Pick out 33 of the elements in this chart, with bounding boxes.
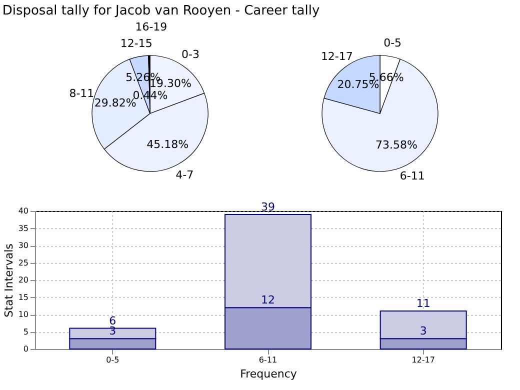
- data-label: 12: [261, 294, 275, 307]
- slice-label: 12-15: [120, 36, 152, 50]
- slice-label: 0-3: [181, 48, 200, 62]
- data-label: 3: [420, 324, 427, 338]
- y-tick-label: 10: [18, 310, 28, 319]
- chart-title: Disposal tally for Jacob van Rooyen - Career tally: [2, 4, 320, 19]
- data-label: 45.18%: [146, 138, 189, 151]
- y-tick-label: 15: [18, 292, 28, 302]
- y-tick-label: 30: [18, 241, 28, 250]
- x-tick-label: 0-5: [106, 356, 120, 364]
- total-label: 11: [416, 297, 430, 310]
- data-label: 73.58%: [375, 138, 418, 152]
- total-label: 39: [261, 200, 275, 214]
- y-tick-label: 40: [18, 206, 28, 216]
- pie-slice: [322, 58, 438, 172]
- slice-label: 4-7: [176, 168, 194, 182]
- total-label: 6: [109, 314, 116, 328]
- slice-label: 12-17: [320, 50, 353, 64]
- slice-label: 6-11: [400, 170, 425, 183]
- y-tick-label: 35: [18, 224, 28, 233]
- slice-label: 16-19: [135, 20, 168, 34]
- y-tick-label: 25: [18, 258, 28, 268]
- x-tick-label: 12-17: [412, 356, 435, 364]
- x-axis-title: Frequency: [240, 368, 298, 380]
- slice-label: 8-11: [69, 87, 94, 100]
- data-label: 3: [109, 324, 116, 338]
- y-tick-label: 5: [23, 327, 28, 336]
- y-axis-title: Stat Intervals: [2, 243, 16, 318]
- y-tick-label: 20: [18, 276, 28, 284]
- data-label: 20.75%: [337, 78, 380, 91]
- y-tick-label: 0: [23, 344, 28, 354]
- x-tick-label: 6-11: [258, 356, 278, 364]
- slice-label: 0-5: [384, 36, 402, 50]
